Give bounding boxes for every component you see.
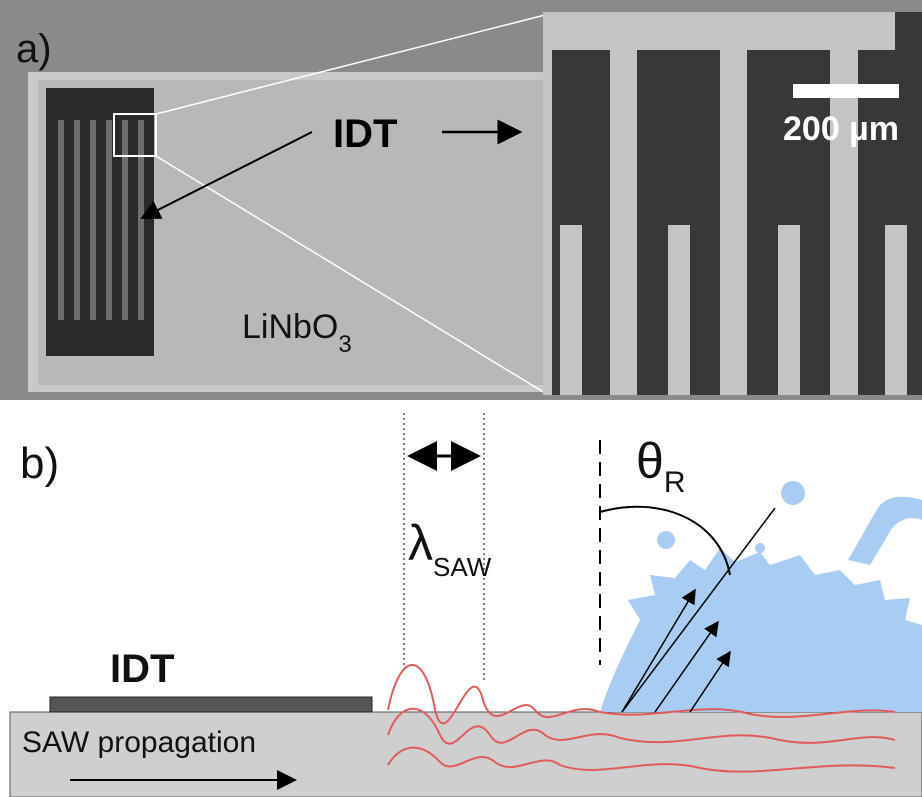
idt-label: IDT (333, 112, 397, 156)
angle-subscript: R (664, 466, 686, 499)
zoom-inset: 200 µm (543, 12, 922, 395)
panel-a: 200 µm a) IDT LiNbO3 (0, 0, 922, 400)
scale-bar (793, 84, 899, 98)
figure: 200 µm a) IDT LiNbO3 b) θ (0, 0, 922, 797)
jet (848, 497, 922, 565)
angle-label: θR (636, 433, 685, 499)
droplet (600, 548, 922, 712)
idt (50, 697, 372, 712)
wavelength-subscript: SAW (433, 552, 492, 582)
page: {"panel_a": {"label": "a)", "idt_label":… (0, 0, 922, 797)
substrate-subscript: 3 (338, 331, 351, 358)
substrate-text: LiNbO (242, 308, 338, 346)
wavelength-symbol: λ (408, 515, 433, 571)
angle-symbol: θ (636, 433, 664, 489)
scale-label: 200 µm (783, 110, 899, 148)
wavelength-label: λSAW (408, 515, 492, 582)
propagation-label: SAW propagation (22, 726, 256, 759)
panel-label: a) (16, 27, 52, 71)
panel-b: b) θR λSAW IDT SAW propagation (10, 413, 922, 797)
panel-label: b) (20, 439, 59, 488)
idt-label: IDT (110, 647, 174, 691)
